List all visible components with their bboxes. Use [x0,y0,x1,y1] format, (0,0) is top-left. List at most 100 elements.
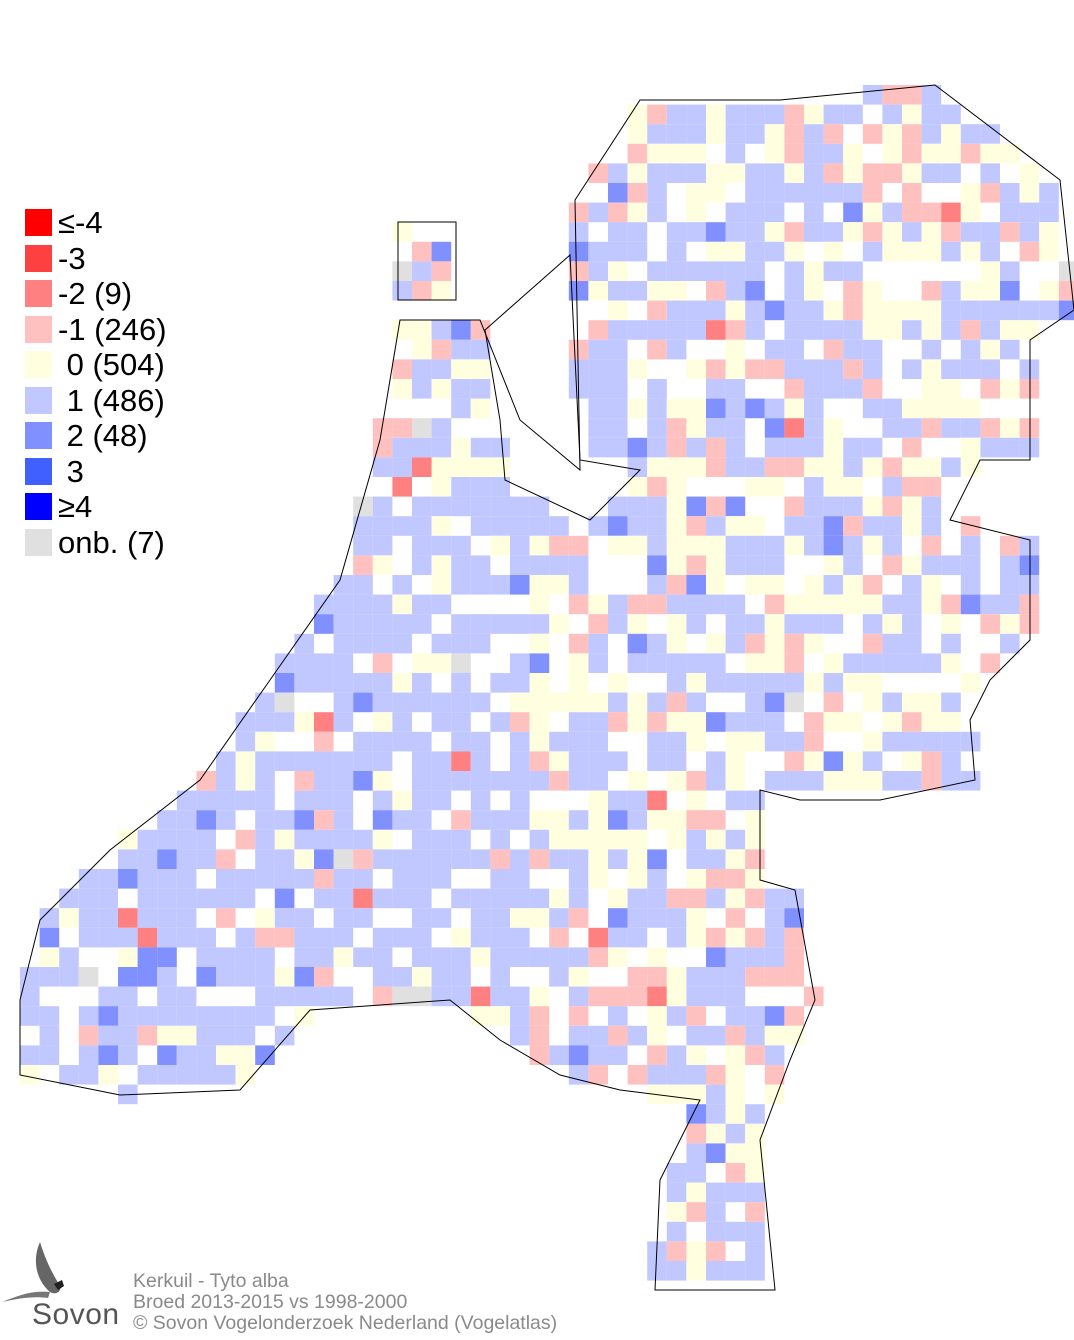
grid-cell [745,1045,765,1065]
grid-cell [804,359,824,379]
grid-cell [451,379,471,399]
grid-cell [235,888,256,909]
grid-cell [882,300,902,321]
grid-cell [529,888,550,909]
grid-cell [941,143,961,164]
grid-cell [647,379,667,399]
grid-cell [372,888,393,909]
grid-cell [568,692,589,713]
grid-cell [588,359,608,379]
grid-cell [392,810,412,830]
grid-cell [706,281,726,301]
grid-cell [686,673,706,693]
grid-cell [78,1006,99,1026]
grid-cell [372,731,393,752]
grid-cell [588,594,608,615]
grid-cell [510,849,530,869]
grid-cell [862,183,883,203]
grid-cell [666,810,687,830]
grid-cell [294,790,314,811]
grid-cell [784,437,804,458]
grid-cell [118,849,138,869]
grid-cell [568,653,589,673]
grid-cell [686,888,706,909]
grid-cell [176,908,197,928]
grid-cell [392,359,412,379]
grid-cell [745,183,765,203]
grid-cell [784,261,804,281]
grid-cell [843,300,863,321]
grid-cell [725,281,746,301]
grid-cell [529,516,550,536]
grid-cell [902,457,922,477]
grid-cell [1000,614,1020,634]
grid-cell [902,712,922,732]
grid-cell [902,418,922,438]
grid-cell [608,614,628,634]
grid-cell [470,771,491,791]
grid-cell [647,320,667,340]
grid-cell [980,379,1000,399]
grid-cell [745,947,765,967]
grid-cell [725,1065,746,1085]
grid-cell [274,908,295,928]
logo-text: Sovon [32,1298,120,1331]
grid-cell [647,986,667,1007]
grid-cell [392,222,412,242]
grid-cell [294,673,314,693]
grid-cell [490,535,510,556]
grid-cell [98,888,118,909]
grid-cell [490,947,510,967]
grid-cell [666,633,687,654]
grid-cell [862,202,883,223]
grid-cell [686,320,706,340]
grid-cell [647,202,667,223]
grid-cell [764,633,785,654]
grid-cell [78,869,99,889]
grid-cell [706,418,726,438]
grid-cell [216,790,236,811]
grid-cell [745,281,765,301]
grid-cell [353,496,373,517]
grid-cell [706,535,726,556]
grid-cell [725,496,746,517]
grid-cell [98,986,118,1007]
grid-cell [333,849,354,869]
grid-cell [235,1065,256,1085]
grid-cell [549,927,569,948]
grid-cell [608,673,628,693]
grid-cell [804,320,824,340]
grid-cell [255,869,275,889]
grid-cell [1019,379,1040,399]
grid-cell [216,967,236,987]
grid-cell [784,947,804,967]
grid-cell [823,477,844,497]
grid-cell [510,1025,530,1046]
grid-cell [745,535,765,556]
grid-cell [431,947,452,967]
grid-cell [255,908,275,928]
grid-cell [314,927,334,948]
grid-cell [666,516,687,536]
grid-cell [921,202,942,223]
grid-cell [588,771,608,791]
grid-cell [470,359,491,379]
grid-cell [1019,222,1040,242]
grid-cell [627,457,648,477]
legend-swatch [25,422,52,450]
grid-cell [686,261,706,281]
grid-cell [960,143,981,164]
grid-cell [39,908,60,928]
grid-cell [745,457,765,477]
grid-cell [902,496,922,517]
grid-cell [706,771,726,791]
grid-cell [510,869,530,889]
grid-cell [490,829,510,850]
grid-cell [862,653,883,673]
grid-cell [941,300,961,321]
grid-cell [510,731,530,752]
grid-cell [1019,320,1040,340]
grid-cell [706,1104,726,1124]
grid-cell [412,947,432,967]
grid-cell [686,516,706,536]
